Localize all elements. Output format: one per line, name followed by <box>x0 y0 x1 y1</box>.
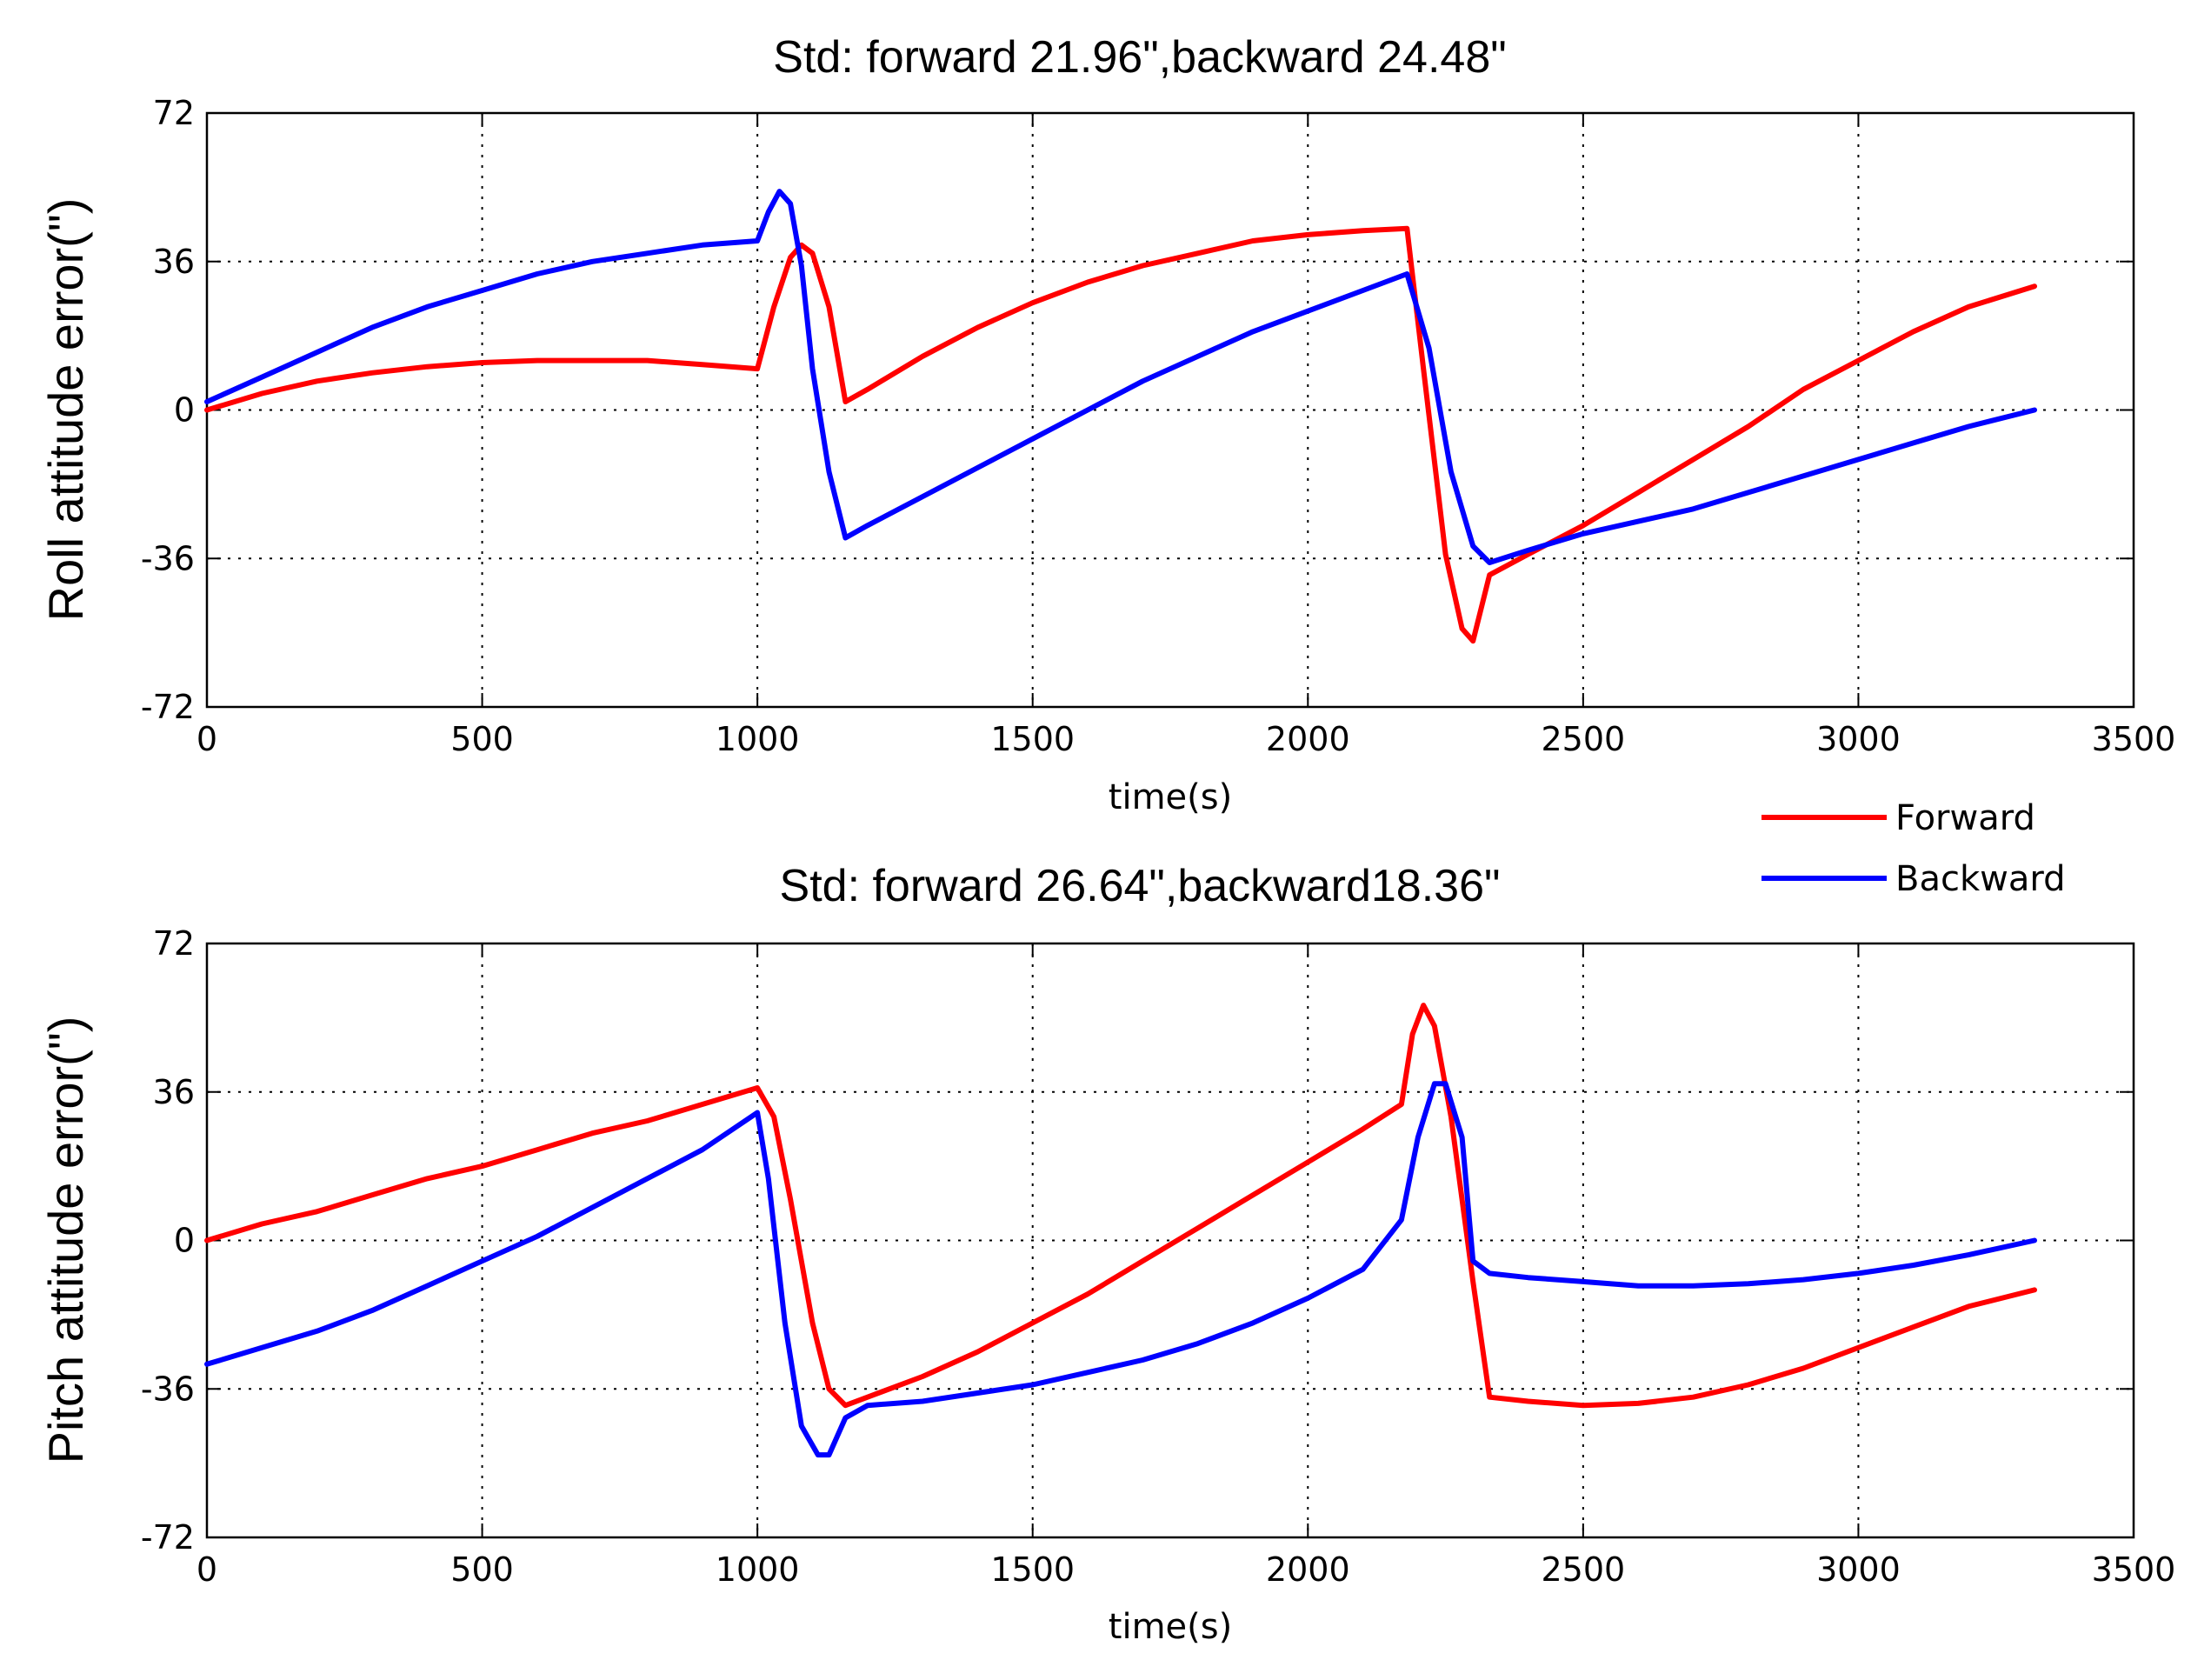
x-tick-label: 1000 <box>716 720 800 758</box>
series-line-backward <box>204 189 2037 565</box>
legend-label-forward: Forward <box>1895 798 2035 838</box>
y-tick-label: 36 <box>153 1073 195 1111</box>
x-tick-label: 3500 <box>2092 1550 2176 1589</box>
x-tick-label: 1500 <box>990 1550 1075 1589</box>
x-tick-label: 2000 <box>1266 1550 1350 1589</box>
y-tick-label: -72 <box>141 688 195 726</box>
y-axis-label: Roll attitude error(") <box>38 198 93 622</box>
x-tick-label: 2000 <box>1266 720 1350 758</box>
series-line-forward <box>204 1003 2037 1409</box>
x-tick-label: 2500 <box>1541 720 1625 758</box>
y-axis-label: Pitch attitude error(") <box>38 1017 93 1464</box>
x-tick-label: 2500 <box>1541 1550 1625 1589</box>
x-tick-label: 0 <box>196 720 217 758</box>
chart-title: Std: forward 21.96",backward 24.48" <box>773 32 1506 83</box>
series-line-backward <box>204 1081 2037 1458</box>
pitch-chart: Std: forward 26.64",backward18.36" 0 500 1… <box>38 861 2175 1647</box>
x-tick-label: 1000 <box>716 1550 800 1589</box>
y-tick-label: 72 <box>153 924 195 963</box>
x-tick-label: 3500 <box>2092 720 2176 758</box>
y-tick-label: 72 <box>153 94 195 132</box>
chart-title: Std: forward 26.64",backward18.36" <box>780 861 1501 911</box>
x-axis-label: time(s) <box>1109 1607 1232 1647</box>
plot-area <box>205 111 2135 709</box>
y-tick-label: -72 <box>141 1518 195 1557</box>
legend-label-backward: Backward <box>1895 859 2065 899</box>
x-tick-label: 1500 <box>990 720 1075 758</box>
y-tick-label: 0 <box>174 391 195 430</box>
legend: Forward Backward <box>1761 798 2065 899</box>
plot-area <box>205 942 2135 1539</box>
y-tick-label: 36 <box>153 243 195 281</box>
y-tick-label: -36 <box>141 1370 195 1408</box>
x-tick-label: 500 <box>450 720 514 758</box>
y-tick-label: 0 <box>174 1222 195 1260</box>
x-tick-label: 3000 <box>1816 720 1901 758</box>
y-tick-label: -36 <box>141 539 195 577</box>
x-tick-label: 0 <box>196 1550 217 1589</box>
x-axis-label: time(s) <box>1109 777 1232 817</box>
series-line-forward <box>204 225 2037 644</box>
x-tick-label: 500 <box>450 1550 514 1589</box>
x-tick-label: 3000 <box>1816 1550 1901 1589</box>
roll-chart: Std: forward 21.96",backward 24.48" 0 500… <box>38 32 2175 817</box>
